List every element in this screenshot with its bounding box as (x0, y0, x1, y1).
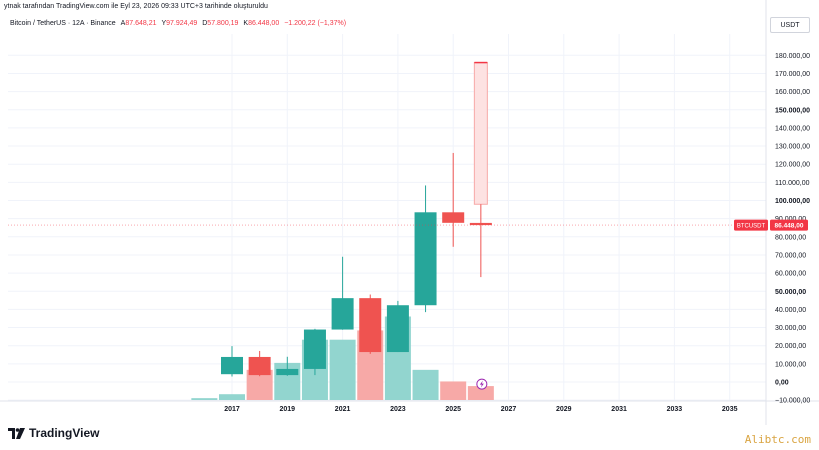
high-label: Y (161, 20, 167, 27)
x-tick-label: 2017 (224, 406, 240, 413)
x-tick-label: 2035 (722, 406, 738, 413)
watermark: Alibtc.com (744, 433, 811, 446)
projection-box (473, 62, 488, 205)
close-label: K (243, 20, 249, 27)
x-tick-label: 2021 (335, 406, 351, 413)
price-projection (473, 61, 488, 205)
y-tick-label: −10.000,00 (775, 398, 810, 405)
volume-bar (467, 386, 494, 400)
chart-attribution: ytnak tarafından TradingView.com ile Eyl… (4, 3, 268, 10)
y-tick-label: 110.000,00 (775, 180, 810, 187)
y-tick-label: 80.000,00 (775, 234, 806, 241)
volume-bar (191, 398, 218, 400)
y-tick-label: 130.000,00 (775, 144, 810, 151)
lightning-icon (479, 380, 484, 388)
candle-body (248, 356, 271, 376)
price-tag-text: 86.448,00 (775, 223, 804, 230)
volume-bar (440, 381, 467, 400)
y-tick-label: 0,00 (775, 380, 789, 387)
y-tick-label: 10.000,00 (775, 361, 806, 368)
y-tick-label: 30.000,00 (775, 325, 806, 332)
candle-body (221, 356, 243, 375)
x-tick-label: 2027 (501, 406, 517, 413)
close-value: 86.448,00 (248, 20, 280, 27)
y-tick-label: 160.000,00 (775, 89, 810, 96)
x-axis: 2017 2019 2021 2023 2025 2027 2029 2031 2033 2035 (0, 400, 819, 413)
x-tick-label: 2025 (445, 406, 461, 413)
x-tick-label: 2033 (667, 406, 683, 413)
y-tick-label: 150.000,00 (775, 107, 810, 114)
y-tick-label: 140.000,00 (775, 125, 810, 132)
x-tick-label: 2031 (611, 406, 627, 413)
tradingview-logo-icon (8, 427, 25, 439)
last-price-tag: BTCUSDT 86.448,00 (8, 219, 808, 231)
volume-bar (329, 339, 356, 400)
x-tick-label: 2023 (390, 406, 406, 413)
price-tag-bg (770, 219, 808, 231)
candle-body (442, 212, 465, 223)
candle-body (386, 305, 409, 353)
y-tick-label: 60.000,00 (775, 271, 806, 278)
x-tick-label: 2019 (280, 406, 296, 413)
y-tick-label: 50.000,00 (775, 289, 806, 296)
candle-body (331, 298, 354, 330)
candle-body (414, 212, 437, 306)
currency-selector[interactable]: USDT (770, 17, 810, 33)
volume-bar (412, 369, 439, 400)
y-tick-label: 70.000,00 (775, 252, 806, 259)
low-label: D (202, 20, 208, 27)
candle-body (469, 222, 492, 226)
y-tick-label: 170.000,00 (775, 71, 810, 78)
tradingview-logo: TradingView (8, 426, 99, 440)
candle-body (359, 298, 382, 353)
symbol-tag-bg (734, 219, 768, 231)
candle-body (276, 368, 299, 376)
open-label: A (120, 20, 126, 27)
x-tick-label: 2029 (556, 406, 572, 413)
currency-label: USDT (780, 21, 800, 29)
y-tick-label: 40.000,00 (775, 307, 806, 314)
symbol-legend: Bitcoin / TetherUS · 12A · Binance A87.6… (10, 20, 346, 27)
y-tick-label: 180.000,00 (775, 53, 810, 60)
symbol-description: Bitcoin / TetherUS · 12A · Binance (10, 20, 116, 27)
tradingview-logo-text: TradingView (29, 426, 100, 440)
candle-body (303, 329, 326, 369)
open-value: 87.648,21 (125, 20, 157, 27)
symbol-tag-text: BTCUSDT (737, 224, 766, 230)
candlesticks (221, 152, 492, 390)
y-tick-label: 100.000,00 (775, 198, 810, 205)
y-tick-label: 120.000,00 (775, 162, 810, 169)
low-value: 57.800,19 (207, 20, 239, 27)
high-value: 97.924,49 (166, 20, 198, 27)
volume-bar (219, 394, 245, 400)
change-value: −1.200,22 (−1,37%) (284, 20, 347, 27)
y-tick-label: 20.000,00 (775, 343, 806, 350)
y-axis: −10.000,00 0,00 10.000,00 20.000,00 30.000,0… (765, 0, 810, 425)
